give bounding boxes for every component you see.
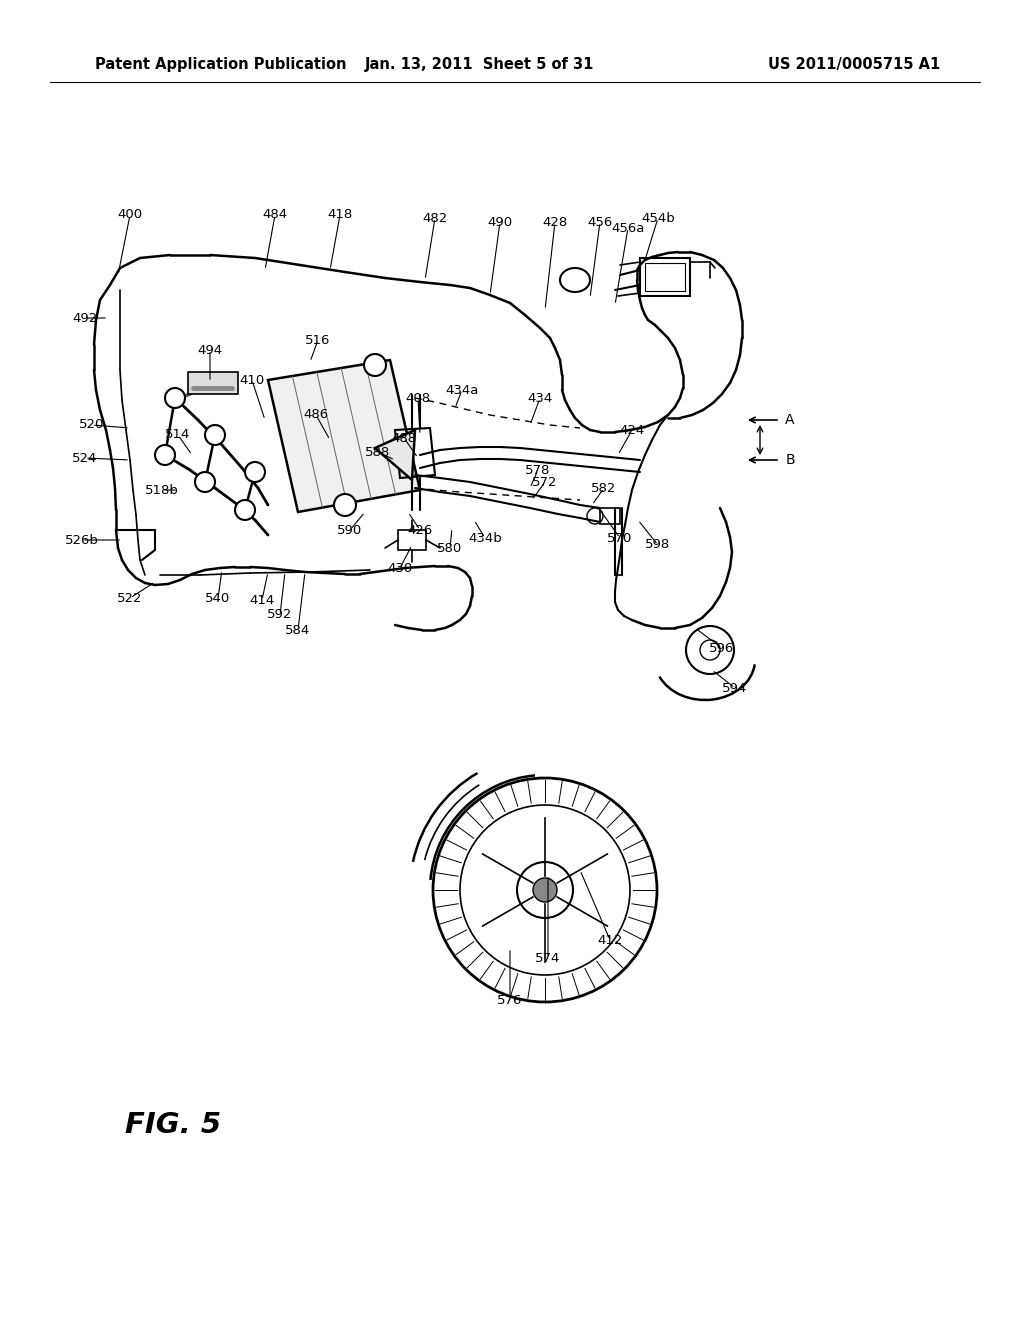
Text: 490: 490 bbox=[487, 215, 513, 228]
Text: 428: 428 bbox=[543, 215, 567, 228]
Text: 518b: 518b bbox=[145, 483, 179, 496]
Circle shape bbox=[534, 878, 557, 902]
Text: 424: 424 bbox=[620, 424, 645, 437]
Text: 594: 594 bbox=[722, 681, 748, 694]
Circle shape bbox=[234, 500, 255, 520]
Text: 514: 514 bbox=[165, 429, 190, 441]
Bar bbox=[188, 372, 238, 393]
Text: 572: 572 bbox=[532, 475, 558, 488]
Polygon shape bbox=[375, 430, 415, 480]
Circle shape bbox=[205, 425, 225, 445]
Text: 486: 486 bbox=[303, 408, 329, 421]
Text: 488: 488 bbox=[391, 432, 417, 445]
Text: 434: 434 bbox=[527, 392, 553, 404]
Circle shape bbox=[334, 494, 356, 516]
Text: 434a: 434a bbox=[445, 384, 478, 396]
Text: 414: 414 bbox=[250, 594, 274, 606]
Bar bbox=[640, 257, 690, 296]
Text: 522: 522 bbox=[118, 591, 142, 605]
Text: B: B bbox=[785, 453, 795, 467]
Text: 430: 430 bbox=[387, 561, 413, 574]
Text: 454b: 454b bbox=[641, 211, 675, 224]
Bar bbox=[600, 508, 620, 524]
Text: 578: 578 bbox=[525, 463, 551, 477]
Circle shape bbox=[155, 445, 175, 465]
Text: 494: 494 bbox=[198, 343, 222, 356]
Text: 576: 576 bbox=[498, 994, 522, 1006]
Text: 524: 524 bbox=[73, 451, 97, 465]
Text: 482: 482 bbox=[422, 211, 447, 224]
Text: 592: 592 bbox=[267, 609, 293, 622]
Text: 598: 598 bbox=[645, 539, 671, 552]
Circle shape bbox=[245, 462, 265, 482]
Text: 590: 590 bbox=[337, 524, 362, 536]
Text: 418: 418 bbox=[328, 209, 352, 222]
Text: 526b: 526b bbox=[66, 533, 99, 546]
Text: Patent Application Publication: Patent Application Publication bbox=[95, 58, 346, 73]
Text: 410: 410 bbox=[240, 374, 264, 387]
Text: 596: 596 bbox=[710, 642, 734, 655]
Text: 408: 408 bbox=[406, 392, 430, 404]
Text: 426: 426 bbox=[408, 524, 432, 536]
Text: A: A bbox=[785, 413, 795, 426]
Text: 574: 574 bbox=[536, 952, 561, 965]
Text: 456: 456 bbox=[588, 215, 612, 228]
Text: Jan. 13, 2011  Sheet 5 of 31: Jan. 13, 2011 Sheet 5 of 31 bbox=[366, 58, 595, 73]
Text: 516: 516 bbox=[305, 334, 331, 346]
Circle shape bbox=[364, 354, 386, 376]
Polygon shape bbox=[268, 360, 420, 512]
Text: 570: 570 bbox=[607, 532, 633, 544]
Text: 582: 582 bbox=[591, 482, 616, 495]
Text: 584: 584 bbox=[286, 623, 310, 636]
Text: 400: 400 bbox=[118, 209, 142, 222]
Text: 434b: 434b bbox=[468, 532, 502, 544]
Circle shape bbox=[195, 473, 215, 492]
Bar bbox=[645, 263, 685, 290]
Bar bbox=[398, 531, 426, 550]
Text: FIG. 5: FIG. 5 bbox=[125, 1111, 221, 1139]
Text: 492: 492 bbox=[73, 312, 97, 325]
Text: 456a: 456a bbox=[611, 222, 645, 235]
Text: 412: 412 bbox=[597, 933, 623, 946]
Text: US 2011/0005715 A1: US 2011/0005715 A1 bbox=[768, 58, 940, 73]
Text: 580: 580 bbox=[437, 541, 463, 554]
Text: 520: 520 bbox=[79, 418, 104, 432]
Text: 540: 540 bbox=[206, 591, 230, 605]
Text: 588: 588 bbox=[366, 446, 390, 458]
Text: 484: 484 bbox=[262, 209, 288, 222]
Circle shape bbox=[165, 388, 185, 408]
